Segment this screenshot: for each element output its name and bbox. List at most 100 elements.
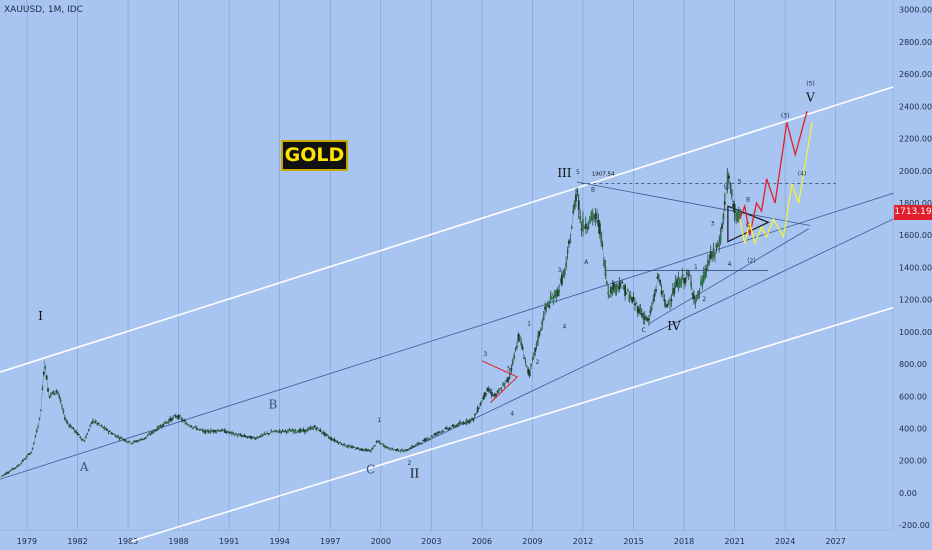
candle (632, 296, 635, 300)
candle (247, 435, 250, 437)
candle (93, 422, 96, 424)
y-tick-label: 1600.00 (899, 231, 932, 240)
candle (131, 443, 134, 444)
candle (697, 291, 700, 297)
candle (55, 390, 58, 392)
candle (193, 426, 195, 428)
candle (597, 220, 600, 227)
candle (195, 427, 198, 430)
candle (281, 429, 284, 431)
candle (709, 251, 712, 259)
wave-label: 5 (507, 366, 511, 373)
candle (684, 277, 687, 284)
candle (138, 440, 141, 442)
candle (121, 439, 124, 441)
candle (205, 429, 208, 431)
candle (287, 429, 290, 432)
wave-label: III (557, 166, 571, 180)
candle (627, 290, 629, 292)
candle (228, 432, 231, 434)
candle (628, 295, 631, 302)
candle (302, 429, 305, 432)
candle (563, 269, 566, 276)
candle (236, 435, 239, 437)
y-tick-label: 1800.00 (899, 199, 932, 208)
candle (584, 224, 587, 229)
candle (603, 259, 605, 266)
price-line (1, 175, 742, 477)
candle (381, 443, 384, 445)
candle (7, 472, 10, 474)
candle (677, 277, 680, 289)
candle (337, 442, 340, 444)
wave-label: 2 (408, 460, 412, 467)
candle (170, 418, 173, 421)
candle (730, 189, 733, 197)
candle (360, 448, 363, 451)
candle (165, 422, 167, 424)
candle (326, 434, 329, 436)
candle (485, 393, 487, 394)
x-tick-label: 2006 (472, 537, 492, 546)
candle (559, 278, 562, 280)
x-tick-label: 2000 (371, 537, 391, 546)
candle (416, 443, 419, 445)
x-tick-label: 1982 (67, 537, 87, 546)
candle (450, 427, 452, 429)
wave-label: V (805, 90, 815, 104)
candle (405, 449, 407, 450)
candle (642, 313, 645, 320)
x-tick-label: 2015 (623, 537, 643, 546)
candle (447, 428, 450, 430)
wave-label: B (269, 397, 278, 411)
candle (106, 428, 108, 431)
candle (364, 448, 367, 450)
candle (422, 440, 424, 442)
candle (218, 430, 221, 432)
y-tick-label: 800.00 (899, 360, 927, 369)
wave-label: 1 (527, 320, 531, 327)
candle (475, 413, 478, 414)
candle (556, 289, 559, 297)
wave-label: B (591, 187, 595, 194)
candle (587, 225, 590, 229)
candle (79, 437, 82, 438)
wave-label: 4 (728, 261, 732, 268)
candle (451, 425, 454, 426)
candle (72, 427, 75, 429)
candle (521, 346, 524, 350)
candle (646, 318, 649, 321)
candle (399, 450, 402, 452)
wave-label: (2) (747, 258, 756, 265)
candle (643, 316, 646, 320)
candle (141, 439, 143, 441)
candle (444, 428, 447, 429)
candle (553, 290, 556, 299)
candle (263, 433, 266, 435)
candle (440, 431, 443, 433)
candle (284, 429, 287, 431)
candle (392, 449, 395, 451)
candle (107, 431, 110, 433)
candle (257, 437, 260, 439)
candle (429, 438, 431, 439)
candle (618, 281, 621, 290)
y-tick-label: 1400.00 (899, 263, 932, 272)
candle (354, 448, 357, 450)
candle (353, 447, 356, 448)
x-tick-label: 1994 (270, 537, 290, 546)
candle (657, 274, 660, 277)
wave-label: II (410, 467, 420, 481)
candle (127, 442, 129, 443)
candle (700, 281, 702, 285)
candle (472, 418, 475, 421)
candle (493, 394, 496, 396)
candle (97, 422, 100, 425)
x-tick-label: 2009 (522, 537, 542, 546)
candle (291, 429, 294, 432)
candle (714, 252, 716, 255)
candle (402, 450, 405, 452)
candle (615, 283, 618, 290)
candle (469, 419, 472, 422)
candle (327, 437, 330, 438)
